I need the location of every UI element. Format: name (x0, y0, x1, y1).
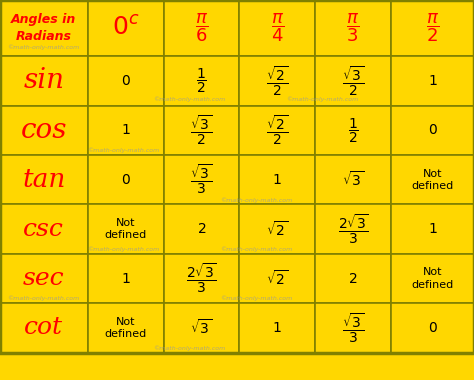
Bar (164, 106, 239, 155)
Text: ©math-only-math.com: ©math-only-math.com (220, 246, 292, 252)
Text: $0$: $0$ (428, 124, 438, 137)
Text: $0$: $0$ (428, 321, 438, 335)
Text: Not
defined: Not defined (104, 218, 147, 240)
Bar (315, 254, 391, 303)
Bar (315, 303, 391, 353)
Text: $1$: $1$ (428, 222, 438, 236)
Text: $\dfrac{\pi}{6}$: $\dfrac{\pi}{6}$ (195, 12, 208, 44)
Text: $\dfrac{\pi}{4}$: $\dfrac{\pi}{4}$ (271, 12, 284, 44)
Bar (239, 204, 315, 254)
Text: csc: csc (23, 218, 64, 241)
Bar (88, 303, 164, 353)
Text: $\sqrt{3}$: $\sqrt{3}$ (191, 318, 212, 337)
Bar (239, 303, 315, 353)
Bar (391, 0, 474, 56)
Bar (88, 204, 164, 254)
Bar (0, 254, 88, 303)
Text: Angles in
Radians: Angles in Radians (11, 13, 76, 43)
Text: $\dfrac{2\sqrt{3}}{3}$: $\dfrac{2\sqrt{3}}{3}$ (186, 262, 217, 295)
Text: Not
defined: Not defined (104, 317, 147, 339)
Text: ©math-only-math.com: ©math-only-math.com (154, 96, 226, 101)
Bar (88, 155, 164, 204)
Text: ©math-only-math.com: ©math-only-math.com (8, 296, 80, 301)
Bar (164, 303, 239, 353)
Text: ©math-only-math.com: ©math-only-math.com (87, 147, 159, 153)
Text: ©math-only-math.com: ©math-only-math.com (220, 296, 292, 301)
Bar (315, 0, 391, 56)
Bar (164, 56, 239, 106)
Bar (315, 204, 391, 254)
Text: $\dfrac{2\sqrt{3}}{3}$: $\dfrac{2\sqrt{3}}{3}$ (337, 212, 369, 246)
Bar (88, 0, 164, 56)
Text: $\dfrac{\sqrt{3}}{3}$: $\dfrac{\sqrt{3}}{3}$ (191, 163, 212, 196)
Text: sin: sin (23, 67, 64, 95)
Text: $\dfrac{1}{2}$: $\dfrac{1}{2}$ (348, 116, 358, 144)
Bar (88, 254, 164, 303)
Text: $1$: $1$ (273, 321, 282, 335)
Text: $\sqrt{2}$: $\sqrt{2}$ (266, 220, 288, 239)
Text: Not
defined: Not defined (411, 268, 454, 290)
Text: ©math-only-math.com: ©math-only-math.com (154, 345, 226, 350)
Bar (0, 0, 88, 56)
Text: ©math-only-math.com: ©math-only-math.com (286, 96, 358, 101)
Bar (391, 56, 474, 106)
Bar (315, 56, 391, 106)
Text: tan: tan (22, 167, 65, 192)
Bar (239, 155, 315, 204)
Text: $1$: $1$ (121, 272, 130, 285)
Text: $\sqrt{3}$: $\sqrt{3}$ (342, 170, 364, 189)
Text: $\dfrac{\sqrt{3}}{2}$: $\dfrac{\sqrt{3}}{2}$ (191, 114, 212, 147)
Text: Not
defined: Not defined (411, 169, 454, 191)
Bar (164, 0, 239, 56)
Bar (391, 303, 474, 353)
Bar (239, 56, 315, 106)
Text: $0$: $0$ (121, 74, 130, 88)
Bar (315, 106, 391, 155)
Bar (391, 155, 474, 204)
Text: $\sqrt{2}$: $\sqrt{2}$ (266, 269, 288, 288)
Bar (239, 254, 315, 303)
Text: $\dfrac{\sqrt{3}}{3}$: $\dfrac{\sqrt{3}}{3}$ (342, 311, 364, 345)
Bar (391, 204, 474, 254)
Bar (239, 106, 315, 155)
Text: $\dfrac{1}{2}$: $\dfrac{1}{2}$ (196, 67, 207, 95)
Bar (391, 254, 474, 303)
Bar (164, 254, 239, 303)
Bar (0, 155, 88, 204)
Text: sec: sec (23, 267, 64, 290)
Text: $0$: $0$ (121, 173, 130, 187)
Bar (0, 56, 88, 106)
Text: $1$: $1$ (121, 124, 130, 137)
Bar (0, 303, 88, 353)
Bar (0, 106, 88, 155)
Text: $\dfrac{\sqrt{3}}{2}$: $\dfrac{\sqrt{3}}{2}$ (342, 64, 364, 98)
Text: $\dfrac{\pi}{3}$: $\dfrac{\pi}{3}$ (346, 12, 360, 44)
Text: $2$: $2$ (348, 272, 358, 285)
Bar (239, 0, 315, 56)
Text: $2$: $2$ (197, 222, 206, 236)
Bar (0, 204, 88, 254)
Text: $0^c$: $0^c$ (112, 16, 139, 40)
Text: $\dfrac{\sqrt{2}}{2}$: $\dfrac{\sqrt{2}}{2}$ (266, 64, 288, 98)
Bar (88, 56, 164, 106)
Text: ©math-only-math.com: ©math-only-math.com (87, 246, 159, 252)
Text: ©math-only-math.com: ©math-only-math.com (8, 44, 80, 49)
Text: $\dfrac{\sqrt{2}}{2}$: $\dfrac{\sqrt{2}}{2}$ (266, 114, 288, 147)
Bar (164, 204, 239, 254)
Text: cot: cot (24, 317, 64, 339)
Text: cos: cos (20, 117, 67, 144)
Text: $1$: $1$ (428, 74, 438, 88)
Text: $\dfrac{\pi}{2}$: $\dfrac{\pi}{2}$ (426, 12, 439, 44)
Text: ©math-only-math.com: ©math-only-math.com (220, 198, 292, 203)
Bar (391, 106, 474, 155)
Bar (315, 155, 391, 204)
Text: $1$: $1$ (273, 173, 282, 187)
Bar (164, 155, 239, 204)
Bar (88, 106, 164, 155)
